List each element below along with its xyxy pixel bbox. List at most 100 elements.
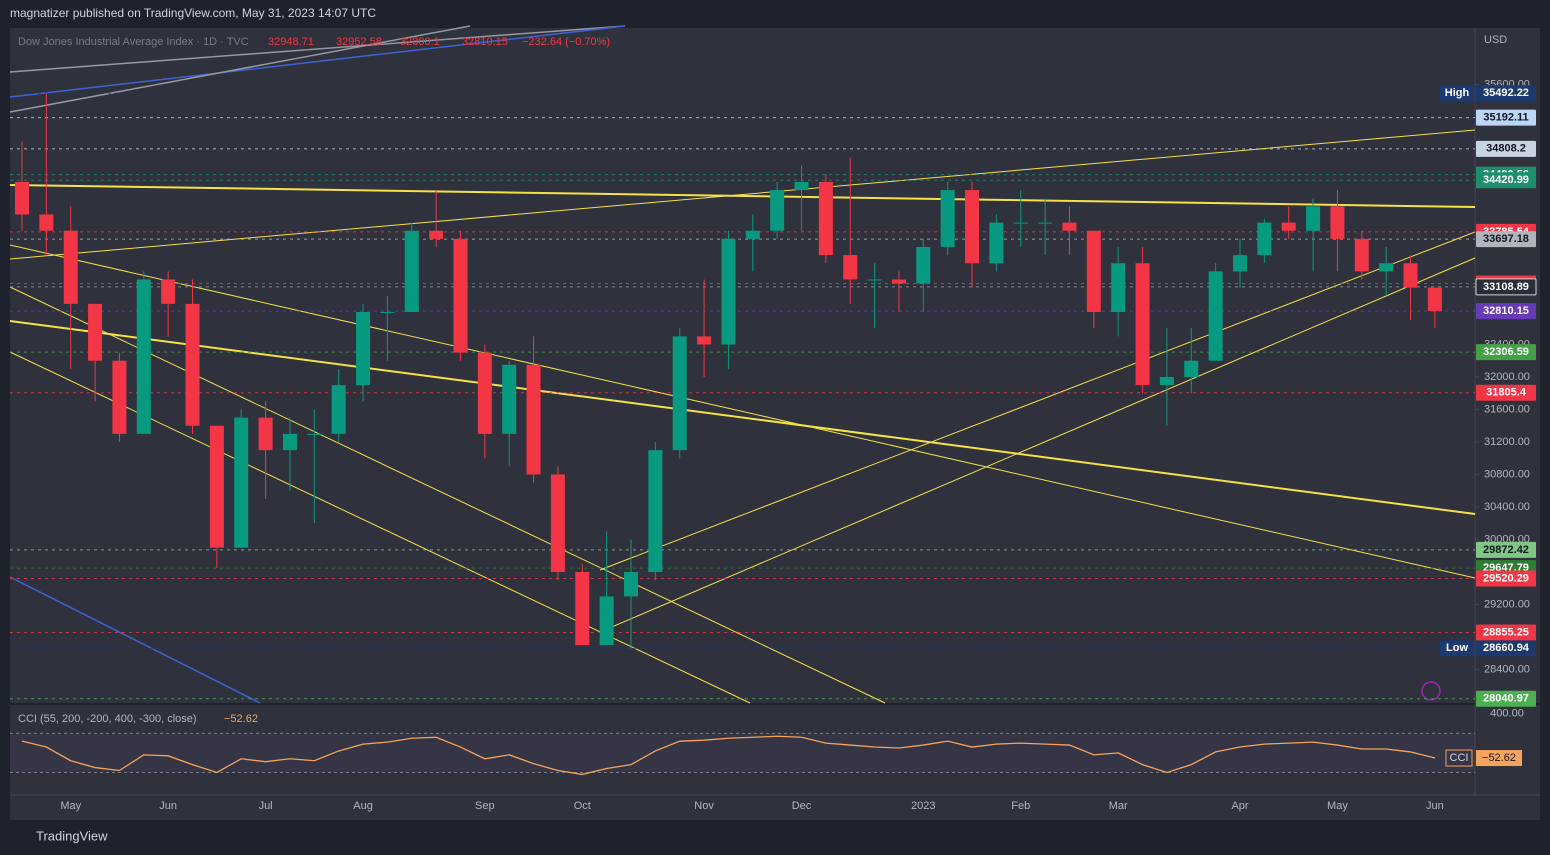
trend-line <box>599 257 1476 633</box>
candle-body <box>1281 222 1296 231</box>
price-label: 35492.22 <box>1483 87 1529 99</box>
price-label-box <box>1476 384 1536 401</box>
candle-body <box>209 425 224 548</box>
price-label: 29520.29 <box>1483 572 1529 584</box>
candle-body <box>526 364 541 475</box>
price-label-box <box>1476 231 1536 248</box>
price-label-box <box>1476 570 1536 587</box>
y-tick-label: 30400.00 <box>1484 501 1530 513</box>
candle-body <box>136 279 151 434</box>
candle-body <box>502 364 517 434</box>
candle-body <box>88 303 103 361</box>
y-tick-label: 30800.00 <box>1484 468 1530 480</box>
y-tick-label: 31200.00 <box>1484 436 1530 448</box>
alert-icon[interactable] <box>1421 681 1441 701</box>
candle-body <box>989 222 1004 264</box>
candle-body <box>794 181 809 191</box>
candle-body <box>891 279 906 284</box>
price-label-box <box>1476 640 1536 657</box>
candle-body <box>745 230 760 239</box>
candle-body <box>161 279 176 304</box>
price-label-box <box>1476 344 1536 361</box>
candle-body <box>15 181 29 215</box>
x-tick-label: Jul <box>259 800 273 812</box>
cci-value-label: −52.62 <box>1482 752 1516 764</box>
publish-line: magnatizer published on TradingView.com,… <box>10 6 376 20</box>
y-tick-label: 31600.00 <box>1484 403 1530 415</box>
candle-body <box>697 336 712 345</box>
candle-body <box>185 303 200 426</box>
price-label-box <box>1476 541 1536 558</box>
candle-body <box>477 352 492 434</box>
y-tick-label: 28400.00 <box>1484 663 1530 675</box>
cci-value: −52.62 <box>224 713 258 725</box>
x-tick-label: Sep <box>475 800 495 812</box>
cci-line <box>21 735 1436 776</box>
brand: TradingView <box>36 828 108 843</box>
price-label: 28660.94 <box>1483 642 1530 654</box>
trend-line <box>9 320 1476 515</box>
cci-band-fill <box>10 733 1475 773</box>
candle-body <box>307 433 322 435</box>
candle-body <box>1233 255 1247 272</box>
candle-body <box>599 596 614 646</box>
name-box <box>1440 85 1474 102</box>
candle-body <box>965 190 980 264</box>
x-tick-label: Nov <box>694 800 714 812</box>
price-label: 28040.97 <box>1483 693 1529 705</box>
candle-body <box>63 230 78 304</box>
candle-body <box>1379 263 1394 272</box>
x-tick-label: Jun <box>1426 800 1444 812</box>
x-tick-label: May <box>60 800 81 812</box>
price-label-box <box>1476 303 1536 320</box>
trend-line <box>9 25 626 98</box>
candle-body <box>356 311 371 386</box>
candle-body <box>258 417 273 451</box>
candle-body <box>1135 263 1150 386</box>
high: 32952.58 <box>336 36 382 48</box>
candle-body <box>770 190 785 231</box>
cci-title: CCI (55, 200, -200, 400, -300, close) <box>18 713 197 725</box>
candle-body <box>867 279 882 281</box>
trend-line <box>9 576 261 704</box>
x-tick-label: Apr <box>1231 800 1248 812</box>
close: 32810.15 <box>462 36 508 48</box>
x-tick-label: Aug <box>353 800 373 812</box>
y-tick-label: 32000.00 <box>1484 371 1530 383</box>
price-label: 28855.25 <box>1483 626 1529 638</box>
trend-line <box>9 351 751 704</box>
trend-line <box>9 25 626 73</box>
candle-body <box>550 474 565 573</box>
candle-body <box>404 230 419 312</box>
currency: USD <box>1484 34 1507 46</box>
x-tick-label: May <box>1327 800 1348 812</box>
price-label-box <box>1476 109 1536 126</box>
candle-body <box>1330 206 1345 239</box>
x-tick-label: Mar <box>1109 800 1128 812</box>
open: 32948.71 <box>268 36 314 48</box>
cci-name-box <box>1445 749 1473 767</box>
candle-body <box>916 246 931 284</box>
candle-body <box>1013 222 1028 224</box>
cci-name: CCI <box>1450 752 1469 764</box>
candle-body <box>1257 222 1272 256</box>
price-label: 34420.99 <box>1483 174 1529 186</box>
price-label-box <box>1476 690 1536 707</box>
price-label: 32306.59 <box>1483 346 1529 358</box>
trend-line <box>599 231 1476 571</box>
price-label: 32810.15 <box>1483 305 1529 317</box>
candle-body <box>940 190 955 247</box>
candle-body <box>1062 222 1077 231</box>
candle-body <box>39 214 54 231</box>
candle-body <box>843 255 858 280</box>
candle-body <box>1086 230 1101 312</box>
x-tick-label: Jun <box>159 800 177 812</box>
x-tick-label: 2023 <box>911 800 935 812</box>
trend-line <box>9 286 886 704</box>
cci-value-box <box>1476 750 1522 767</box>
price-label: 33108.89 <box>1483 281 1529 293</box>
candle-body <box>112 360 127 434</box>
trend-line <box>9 244 1476 579</box>
candle-body <box>429 230 444 239</box>
